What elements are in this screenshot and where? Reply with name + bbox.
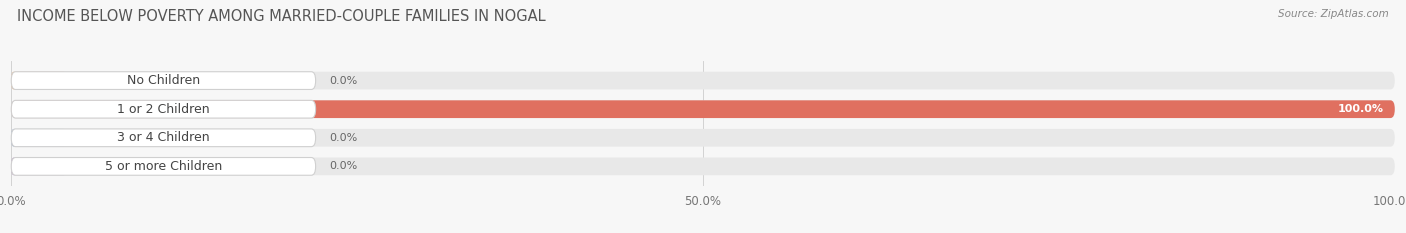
FancyBboxPatch shape [11,129,315,147]
Text: 100.0%: 100.0% [1337,104,1384,114]
FancyBboxPatch shape [11,100,1395,118]
FancyBboxPatch shape [11,72,1395,89]
FancyBboxPatch shape [11,129,66,147]
Text: Source: ZipAtlas.com: Source: ZipAtlas.com [1278,9,1389,19]
FancyBboxPatch shape [11,72,315,89]
Text: 0.0%: 0.0% [329,133,357,143]
Text: 0.0%: 0.0% [329,161,357,171]
Text: 1 or 2 Children: 1 or 2 Children [117,103,209,116]
Text: 0.0%: 0.0% [329,75,357,86]
FancyBboxPatch shape [11,158,66,175]
FancyBboxPatch shape [11,129,1395,147]
FancyBboxPatch shape [11,72,66,89]
FancyBboxPatch shape [11,158,315,175]
FancyBboxPatch shape [11,158,1395,175]
Text: 5 or more Children: 5 or more Children [105,160,222,173]
FancyBboxPatch shape [11,100,1395,118]
Text: No Children: No Children [127,74,200,87]
Text: 3 or 4 Children: 3 or 4 Children [117,131,209,144]
FancyBboxPatch shape [11,100,315,118]
Text: INCOME BELOW POVERTY AMONG MARRIED-COUPLE FAMILIES IN NOGAL: INCOME BELOW POVERTY AMONG MARRIED-COUPL… [17,9,546,24]
